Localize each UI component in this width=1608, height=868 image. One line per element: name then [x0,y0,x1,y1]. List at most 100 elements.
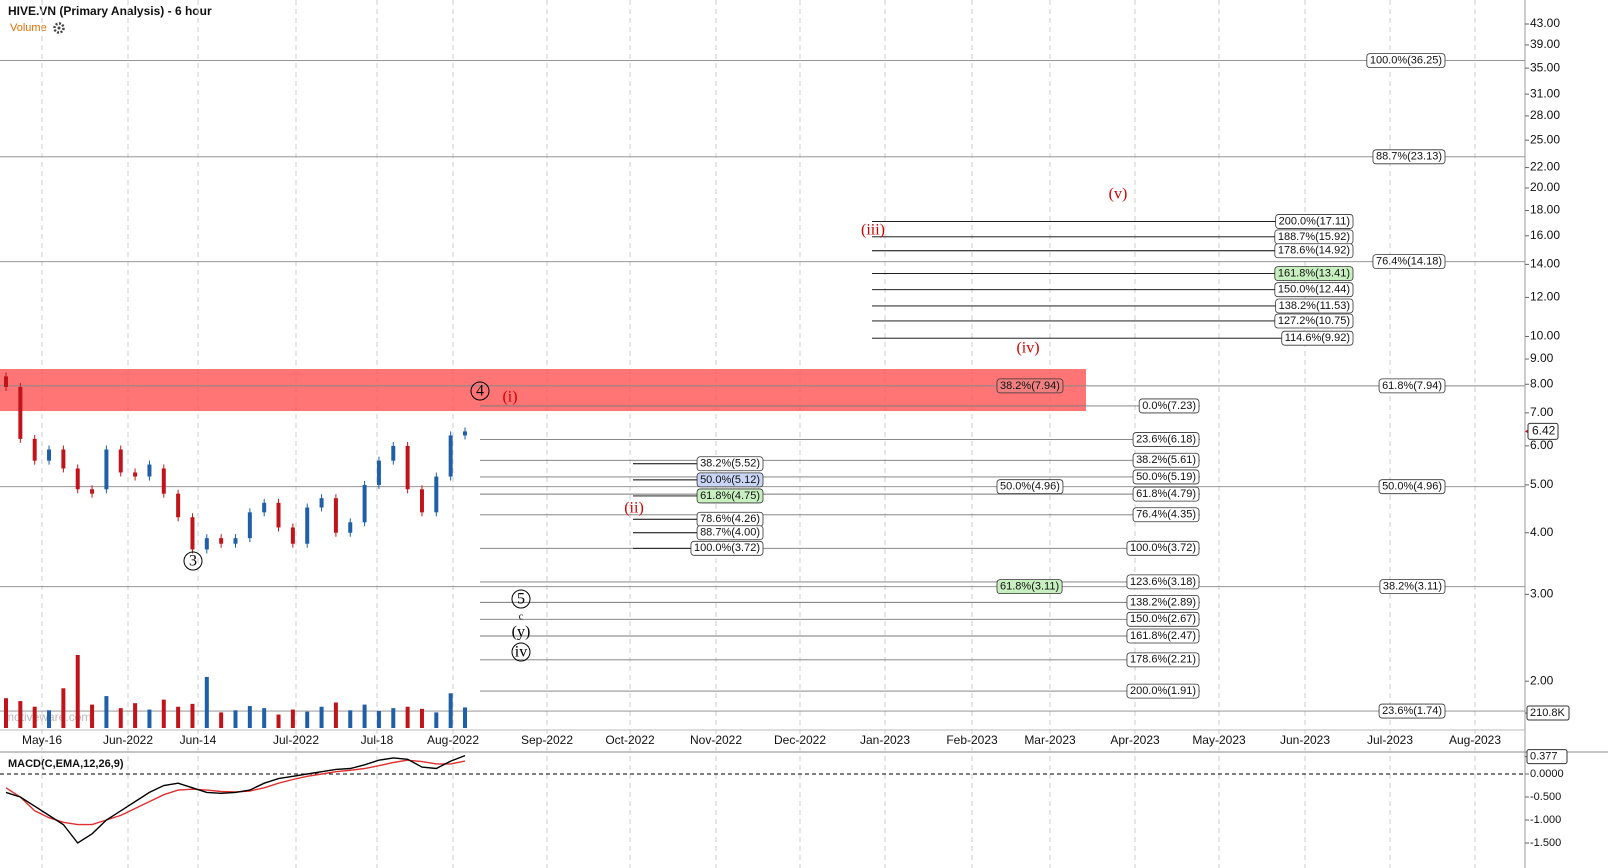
candle-body [247,512,252,539]
x-tick-label: Jun-2022 [103,733,153,747]
wave-label: 3 [189,553,197,570]
candle-body [290,527,295,544]
fib-label-text: 23.6%(6.18) [1136,433,1196,445]
label-box [1132,469,1200,485]
volume-bar [348,710,353,728]
fib-label-text: 61.8%(7.94) [1382,380,1442,392]
volume-bar [133,703,138,728]
label-box [1126,628,1200,644]
x-tick-label: Sep-2022 [521,733,573,747]
last-price-label: 6.42 [1532,424,1556,438]
label-box [996,479,1064,495]
fib-label-text: 100.0%(36.25) [1370,54,1442,66]
y-tick-label: 18.00 [1530,203,1560,217]
volume-bar [75,654,80,728]
label-box [1379,579,1446,595]
settings-icon[interactable] [53,22,65,34]
volume-bar [118,708,123,728]
volume-bar [333,702,338,728]
candle-body [419,489,424,513]
volume-label: Volume [10,22,47,34]
fib-label: 61.8%(3.11) [996,579,1063,595]
candle-body [147,464,152,477]
wave-label: 5 [517,591,525,608]
x-tick-label: Dec-2022 [774,733,826,747]
volume-bar [290,709,295,728]
volume-bar [262,708,267,728]
fib-label-text: 188.7%(15.92) [1278,231,1350,243]
fib-label: 23.6%(1.74) [1378,703,1446,719]
volume-bar [305,711,310,728]
volume-bar [247,706,252,728]
fib-label: 38.2%(3.11) [1379,579,1446,595]
fib-label: 61.8%(4.79) [1132,486,1200,502]
wave-circle [183,551,203,571]
wave-label: (v) [1109,186,1128,203]
fib-label-text: 150.0%(12.44) [1278,284,1350,296]
fib-label-text: 161.8%(13.41) [1278,268,1350,280]
label-box [1126,594,1200,610]
fib-label: 100.0%(36.25) [1366,53,1446,68]
volume-bar [90,704,95,728]
candle-body [32,438,37,461]
last-price-box [1527,422,1559,440]
y-tick-label: 20.00 [1530,180,1560,194]
y-tick-label: 5.00 [1530,477,1554,491]
label-box [1132,507,1200,523]
candle-body [204,538,209,550]
label-box [1274,243,1354,259]
volume-bar [448,693,453,728]
fib-label: 23.6%(6.18) [1132,432,1200,447]
label-box [1126,652,1200,668]
candle-body [333,498,338,533]
macd-tick-label: -0.500 [1530,791,1561,803]
label-box [1138,398,1200,414]
y-tick-label: 6.00 [1530,438,1554,452]
fib-label-text: 114.6%(9.92) [1285,332,1350,344]
fib-label-text: 88.7%(23.13) [1376,151,1442,163]
volume-bar [405,706,410,728]
candle-body [47,449,52,461]
fib-label-text: 50.0%(4.96) [1000,481,1060,493]
fib-label-text: 50.0%(5.19) [1136,471,1196,483]
y-tick-label: 8.00 [1530,376,1554,390]
y-tick-label: 10.00 [1530,329,1560,343]
candle-body [18,386,23,439]
fib-label-text: 138.2%(2.89) [1130,596,1196,608]
fib-label: 76.4%(14.18) [1372,254,1446,270]
wave-label: c [519,611,524,622]
macd-tick-label: 0.0000 [1530,768,1564,780]
fib-label: 150.0%(12.44) [1274,282,1354,298]
fib-label: 76.4%(4.35) [1132,507,1200,523]
x-tick-label: Jun-14 [180,733,217,747]
fib-label-text: 23.6%(1.74) [1382,705,1442,717]
wave-label: (iii) [861,222,885,239]
candle-body [176,493,181,518]
y-tick-label: 25.00 [1530,132,1560,146]
macd-title: MACD(C,EMA,12,26,9) [8,758,124,770]
y-tick-label: 2.00 [1530,673,1554,687]
candle-body [233,538,238,544]
chart-title: HIVE.VN (Primary Analysis) - 6 hour [8,4,212,18]
fib-label-text: 138.2%(11.53) [1279,300,1350,312]
volume-bar [434,712,439,728]
x-tick-label: Mar-2023 [1024,733,1076,747]
fib-label: 38.2%(5.52) [696,456,764,472]
label-box [996,378,1064,394]
label-box [1366,53,1446,68]
x-tick-label: Aug-2023 [1449,733,1501,747]
label-box [1372,254,1446,270]
candle-body [118,449,123,473]
candle-body [75,468,80,490]
y-tick-label: 43.00 [1530,16,1560,30]
x-tick-label: Oct-2022 [605,733,655,747]
label-box [1274,313,1354,329]
candle-body [104,449,109,490]
fib-label: 188.7%(15.92) [1274,229,1354,245]
fib-label-text: 200.0%(17.11) [1279,215,1350,227]
volume-bar [47,710,52,728]
fib-label: 161.8%(13.41) [1274,266,1354,282]
candle-body [463,431,467,436]
label-box [690,540,764,556]
y-tick-label: 4.00 [1530,525,1554,539]
